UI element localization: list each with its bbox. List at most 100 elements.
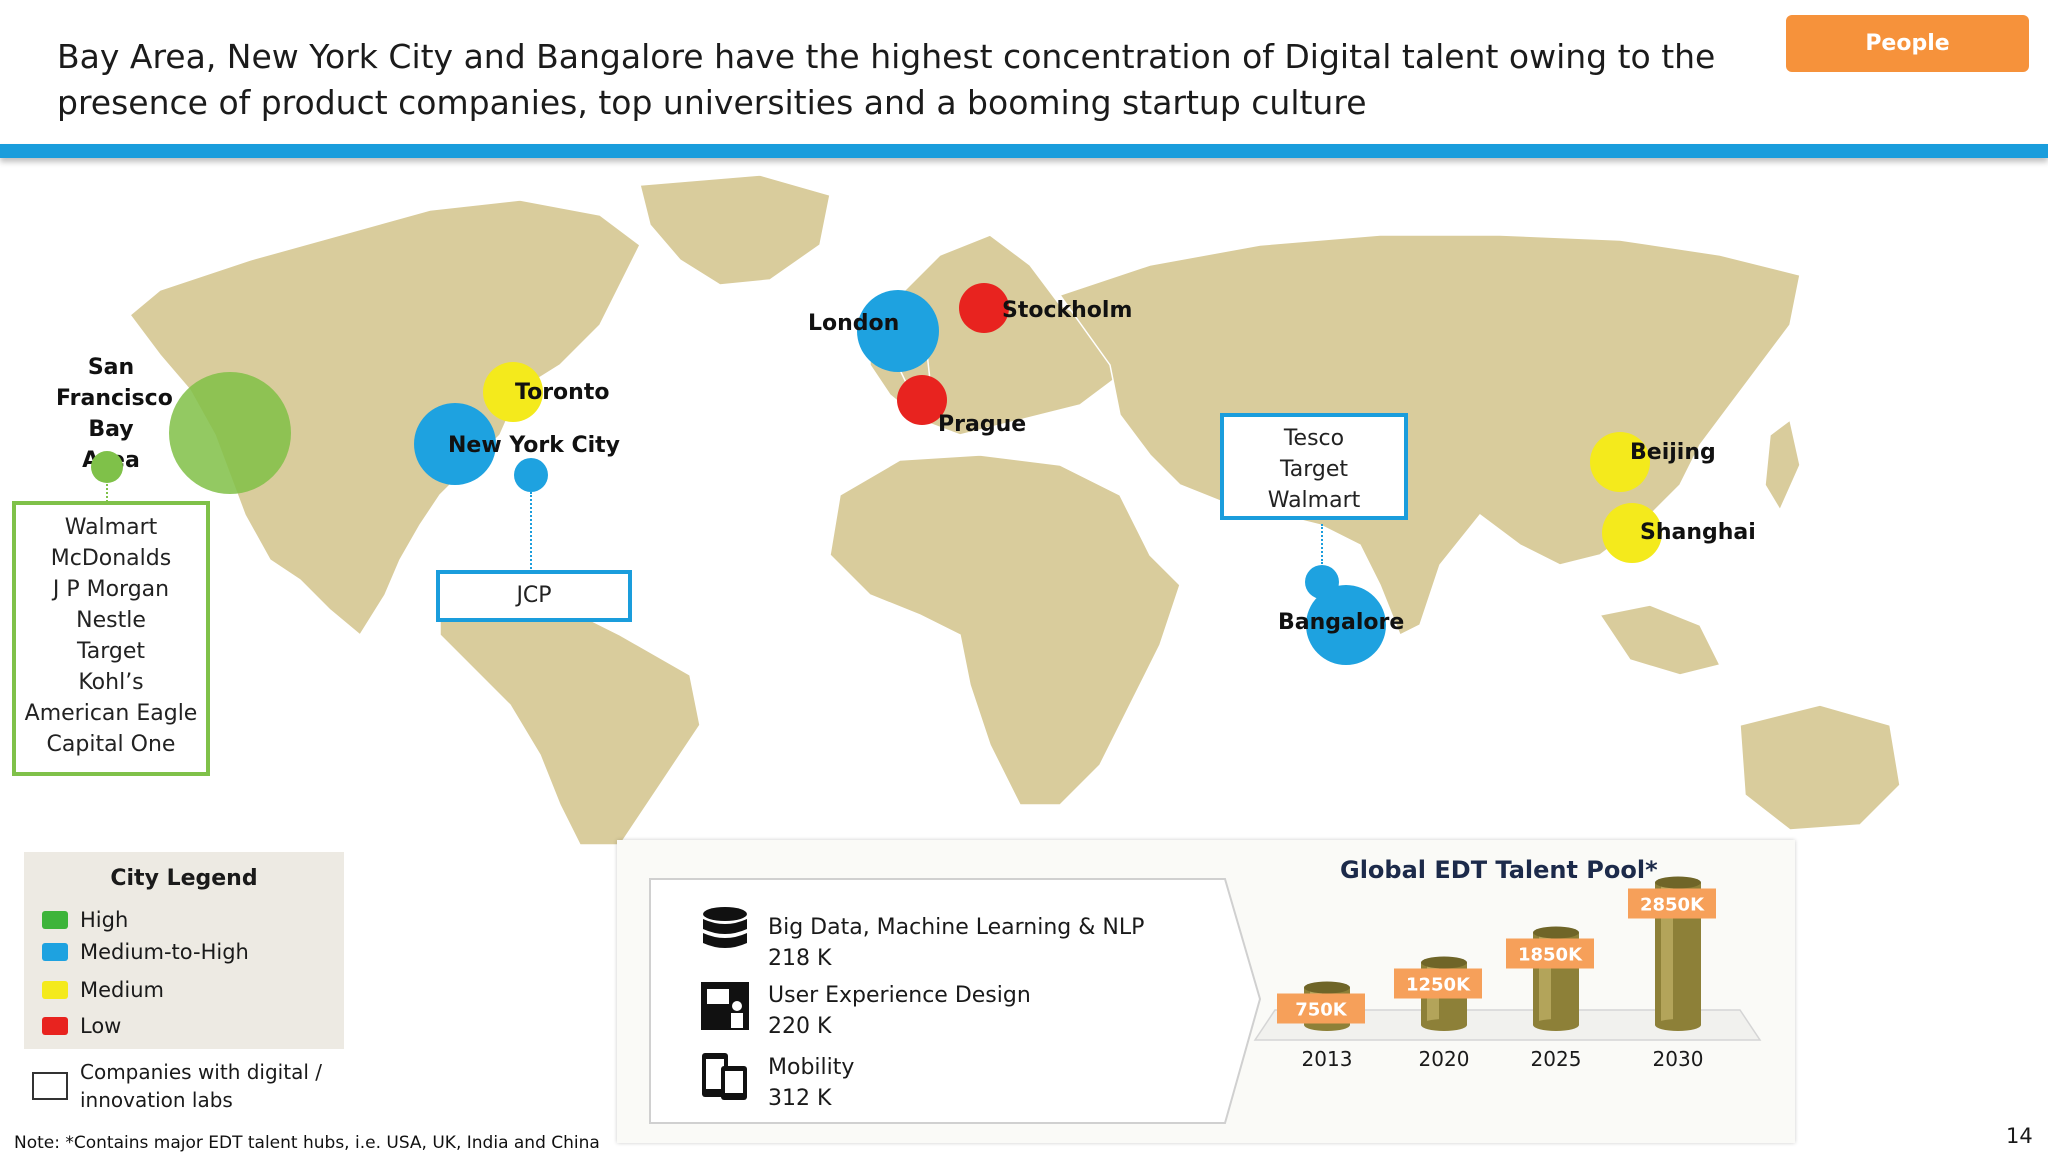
slide-title-line-2: presence of product companies, top unive… xyxy=(57,83,1367,122)
skill-item: Big Data, Machine Learning & NLP 218 K xyxy=(768,912,1144,974)
toronto-bubble[interactable] xyxy=(483,362,543,422)
chart-category-label: 2025 xyxy=(1531,1047,1582,1071)
slide-title-line-1: Bay Area, New York City and Bangalore ha… xyxy=(57,37,1716,76)
ux-design-icon xyxy=(701,982,749,1030)
london-bubble[interactable] xyxy=(857,290,939,372)
skill-item: Mobility 312 K xyxy=(768,1052,854,1114)
skill-name: Big Data, Machine Learning & NLP xyxy=(768,915,1145,940)
skills-callout-shape xyxy=(649,878,1262,1124)
london-label: London xyxy=(808,311,900,336)
chart-data-label: 2850K xyxy=(1640,895,1705,916)
nyc-connector xyxy=(530,492,532,572)
company-item: Tesco xyxy=(1283,426,1345,451)
company-item: Kohl’s xyxy=(78,670,144,695)
chart-category-label: 2020 xyxy=(1419,1047,1470,1071)
prague-label: Prague xyxy=(938,412,1027,437)
chart-title: Global EDT Talent Pool* xyxy=(1340,856,1658,884)
company-item: Target xyxy=(1279,457,1349,482)
legend-swatch-medium xyxy=(42,981,68,999)
company-item: Walmart xyxy=(64,515,158,540)
company-item: Walmart xyxy=(1267,488,1361,513)
bangalore-companies-box: Tesco Target Walmart xyxy=(1220,413,1408,520)
chart-bar-top xyxy=(1533,926,1579,939)
prague-bubble[interactable] xyxy=(897,375,947,425)
bangalore-connector xyxy=(1321,524,1323,564)
chart-bar-top xyxy=(1655,876,1701,889)
skill-name: Mobility xyxy=(768,1055,855,1080)
world-map xyxy=(128,174,1901,845)
nyc-companies-box: JCP xyxy=(436,570,632,622)
skill-value: 312 K xyxy=(768,1086,832,1111)
nyc-hq-marker[interactable] xyxy=(514,458,548,492)
slide-title: Bay Area, New York City and Bangalore ha… xyxy=(57,34,1757,126)
stockholm-bubble[interactable] xyxy=(959,283,1009,333)
company-item: Capital One xyxy=(46,732,176,757)
chart-data-label: 750K xyxy=(1295,1000,1348,1021)
chart-bar-top xyxy=(1304,981,1350,994)
chart-data-label: 1850K xyxy=(1518,945,1583,966)
beijing-label: Beijing xyxy=(1630,440,1716,465)
people-tag-button[interactable]: People xyxy=(1786,15,2029,72)
title-divider xyxy=(0,144,2048,158)
chart-floor xyxy=(1253,1009,1762,1041)
shanghai-bubble[interactable] xyxy=(1602,503,1662,563)
bangalore-label: Bangalore xyxy=(1278,610,1405,635)
company-item: Nestle xyxy=(76,608,146,633)
legend-title: City Legend xyxy=(110,866,258,891)
africa-landmass xyxy=(829,454,1181,806)
chart-category-label: 2030 xyxy=(1653,1047,1704,1071)
chart-data-label-bg xyxy=(1506,938,1594,969)
legend-label: High xyxy=(80,908,129,932)
beijing-bubble[interactable] xyxy=(1590,432,1650,492)
labs-legend-swatch xyxy=(32,1072,68,1100)
city-legend: City Legend High Medium-to-High Medium L… xyxy=(24,852,344,1049)
legend-label: Medium xyxy=(80,978,164,1002)
mobile-devices-icon xyxy=(702,1053,747,1100)
skill-name: User Experience Design xyxy=(768,983,1031,1008)
database-icon xyxy=(703,907,747,948)
bay-area-hq-marker[interactable] xyxy=(91,451,123,483)
labs-legend-line-1: Companies with digital / xyxy=(80,1060,322,1084)
bay-area-label-text: San Francisco Bay Area xyxy=(56,355,173,473)
new-york-city-label: New York City xyxy=(448,433,621,458)
skill-item: User Experience Design 220 K xyxy=(768,980,1031,1042)
legend-swatch-high xyxy=(42,911,68,929)
chart-data-label-bg xyxy=(1277,993,1365,1024)
skill-value: 220 K xyxy=(768,1014,832,1039)
legend-swatch-medium-to-high xyxy=(42,943,68,961)
footnote: Note: *Contains major EDT talent hubs, i… xyxy=(14,1133,600,1153)
bangalore-hq-marker[interactable] xyxy=(1305,565,1339,599)
chart-data-label: 1250K xyxy=(1406,975,1471,996)
new-york-city-bubble[interactable] xyxy=(414,403,496,485)
bay-area-bubble[interactable] xyxy=(169,372,291,494)
company-item: JCP xyxy=(516,583,552,608)
chart-bar-base xyxy=(1655,1019,1701,1031)
company-item: McDonalds xyxy=(50,546,172,571)
chart-bar-top xyxy=(1421,956,1467,969)
bay-area-connector xyxy=(106,484,108,502)
bay-area-label: San Francisco Bay Area xyxy=(56,352,173,476)
company-item: Target xyxy=(76,639,146,664)
company-item: J P Morgan xyxy=(52,577,170,602)
shanghai-label: Shanghai xyxy=(1640,520,1756,545)
chart-bar-base xyxy=(1533,1019,1579,1031)
south-america-landmass xyxy=(439,584,701,845)
legend-label: Low xyxy=(80,1014,122,1038)
labs-legend-label: Companies with digital / innovation labs xyxy=(80,1058,380,1114)
greenland-landmass xyxy=(639,174,831,286)
labs-legend-line-2: innovation labs xyxy=(80,1088,233,1112)
skill-value: 218 K xyxy=(768,946,832,971)
chart-category-label: 2013 xyxy=(1302,1047,1353,1071)
talent-pool-chart: 750K 2013 1250K 2020 1850K 2025 2850K 2030 xyxy=(1253,876,1762,1071)
australia-landmass xyxy=(1739,704,1901,831)
chart-data-label-bg xyxy=(1628,888,1716,919)
legend-swatch-low xyxy=(42,1017,68,1035)
company-item: American Eagle xyxy=(24,701,198,726)
japan-landmass xyxy=(1764,418,1801,512)
page-number: 14 xyxy=(2006,1124,2033,1148)
bay-area-companies-box: Walmart McDonalds J P Morgan Nestle Targ… xyxy=(12,501,210,776)
stockholm-label: Stockholm xyxy=(1002,298,1133,323)
chart-bar-base xyxy=(1421,1019,1467,1031)
toronto-label: Toronto xyxy=(515,380,610,405)
southeast-asia-islands xyxy=(1598,604,1722,676)
